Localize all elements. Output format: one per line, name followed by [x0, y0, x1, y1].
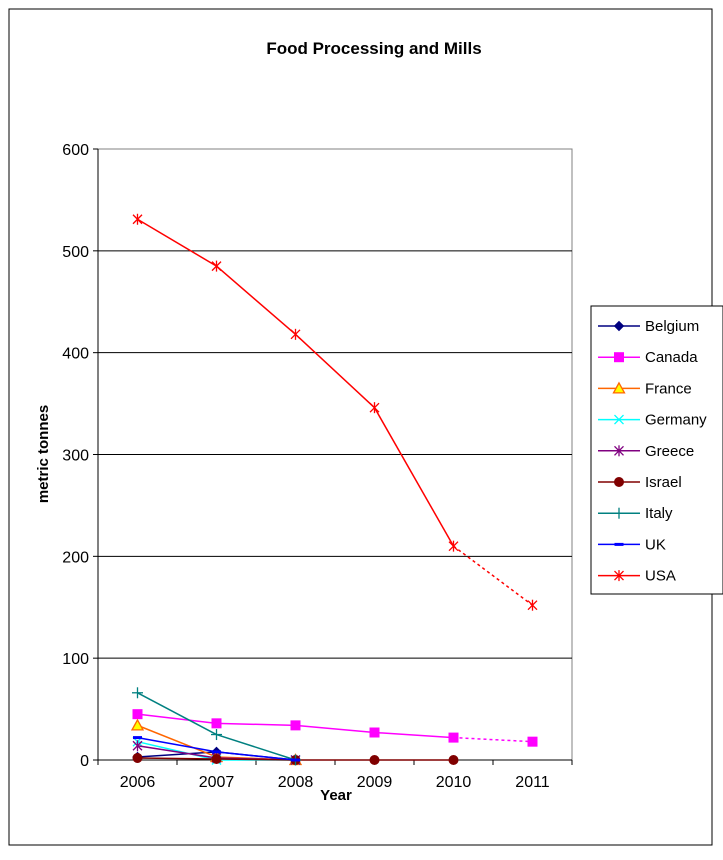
series-segment [137, 713, 217, 725]
data-point [369, 402, 380, 414]
data-point [211, 753, 222, 764]
data-point [132, 740, 143, 752]
legend-label: UK [645, 536, 666, 553]
series-segment [137, 218, 217, 267]
series-segment [137, 692, 217, 736]
data-point [211, 718, 222, 729]
legend-label: Canada [645, 349, 698, 366]
series-segment [295, 724, 375, 734]
series-segment [216, 722, 296, 727]
x-axis-label: Year [320, 787, 352, 804]
x-tick-label: 2010 [436, 774, 472, 791]
series-uk [133, 736, 300, 762]
legend-item-belgium: Belgium [598, 318, 699, 335]
legend-marker [614, 477, 624, 487]
data-point [527, 736, 538, 747]
gridlines [98, 250, 572, 659]
legend-item-germany: Germany [598, 412, 707, 429]
series-segment [137, 740, 217, 761]
data-point [211, 260, 222, 272]
series-segment [373, 407, 455, 547]
series-segment [137, 736, 217, 753]
y-tick-label: 500 [62, 244, 89, 261]
data-point [369, 755, 380, 765]
data-point [132, 709, 143, 720]
data-point [448, 540, 459, 552]
x-tick-label: 2009 [357, 774, 393, 791]
legend-item-canada: Canada [598, 349, 698, 366]
data-point [369, 727, 380, 738]
legend-label: Belgium [645, 318, 699, 335]
series-segment [137, 724, 217, 758]
legend-marker [614, 570, 624, 582]
legend-marker [614, 414, 624, 425]
series-segment [137, 745, 217, 759]
series-canada [132, 709, 538, 747]
legend-label: Israel [645, 474, 682, 491]
x-tick-label: 2008 [278, 774, 314, 791]
series-segment [137, 757, 217, 760]
legend-label: Italy [645, 505, 673, 522]
axis-ticks: 0 100 200 300 400 500 600 2006 2007 2008 2009 2010 2… [62, 142, 573, 791]
legend-marker [614, 445, 624, 457]
legend-label: Germany [645, 412, 707, 429]
data-point [132, 752, 143, 763]
data-point [527, 599, 538, 611]
legend-item-france: France [598, 380, 692, 397]
y-tick-label: 100 [62, 651, 89, 668]
series-segment [374, 731, 454, 739]
y-tick-label: 300 [62, 448, 89, 465]
data-point [132, 213, 143, 225]
x-tick-label: 2006 [120, 774, 156, 791]
legend-item-uk: UK [598, 536, 666, 553]
series-segment [137, 751, 217, 758]
data-point [211, 729, 222, 741]
y-tick-label: 400 [62, 346, 89, 363]
x-tick-label: 2007 [199, 774, 235, 791]
data-point [290, 720, 301, 731]
series-segment [294, 333, 376, 409]
series-segment [453, 545, 533, 606]
data-point [130, 718, 145, 731]
series-segment [453, 736, 533, 743]
x-tick-label: 2011 [515, 774, 550, 791]
y-tick-label: 600 [62, 142, 89, 159]
y-tick-label: 200 [62, 549, 89, 566]
legend-item-greece: Greece [598, 443, 694, 460]
legend-label: France [645, 380, 692, 397]
legend: Belgium Canada France Germany Greece Israel It… [590, 305, 723, 595]
legend-marker [612, 381, 626, 394]
data-point [448, 755, 459, 765]
legend-box [590, 305, 723, 595]
series-group [130, 213, 538, 766]
legend-item-usa: USA [598, 568, 676, 585]
series-usa [132, 213, 538, 611]
y-axis-label: metric tonnes [35, 405, 52, 503]
data-point [290, 328, 301, 340]
legend-item-italy: Italy [598, 505, 673, 522]
data-point [132, 687, 143, 699]
series-segment [216, 758, 296, 761]
legend-marker [613, 320, 625, 332]
legend-item-israel: Israel [598, 474, 682, 491]
legend-label: Greece [645, 443, 694, 460]
series-segment [216, 733, 296, 761]
series-israel [132, 752, 459, 765]
legend-marker [614, 352, 624, 363]
legend-marker [613, 507, 625, 519]
data-point [448, 732, 459, 743]
series-segment [216, 751, 296, 761]
series-segment [216, 265, 296, 335]
legend-label: USA [645, 568, 676, 585]
y-tick-label: 0 [80, 753, 89, 770]
chart-title: Food Processing and Mills [266, 39, 481, 58]
